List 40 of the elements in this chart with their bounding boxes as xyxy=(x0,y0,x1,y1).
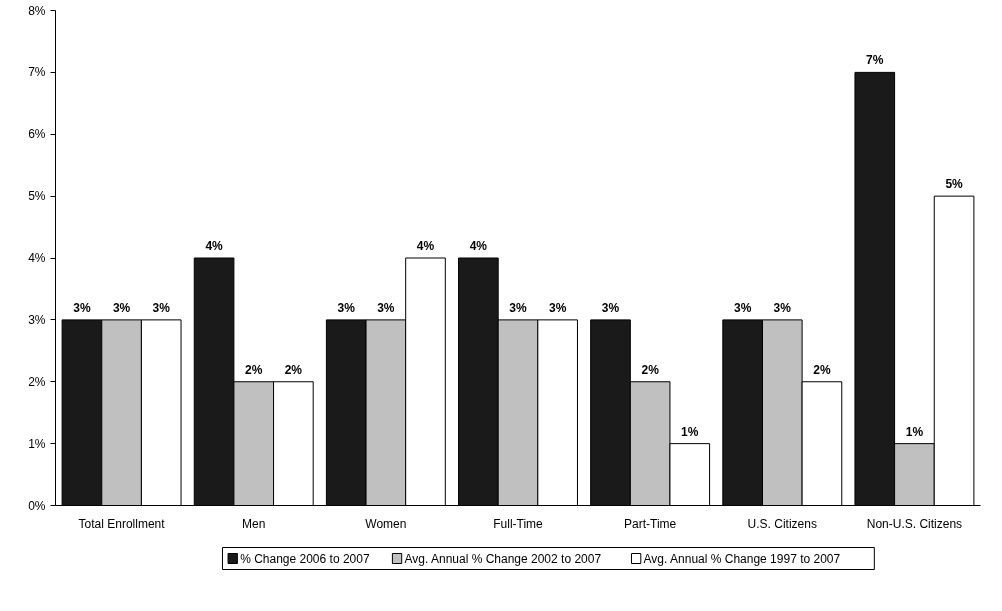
x-tick-label: Women xyxy=(365,516,407,531)
data-label: 1% xyxy=(905,424,924,439)
legend-label: Avg. Annual % Change 1997 to 2007 xyxy=(643,551,841,566)
legend-label: % Change 2006 to 2007 xyxy=(240,551,370,566)
data-label: 3% xyxy=(337,300,356,315)
x-tick-label: Total Enrollment xyxy=(78,516,166,531)
data-label: 3% xyxy=(509,300,527,315)
data-label: 1% xyxy=(681,424,699,439)
data-label: 3% xyxy=(152,300,171,315)
data-label: 3% xyxy=(73,300,91,315)
data-label: 7% xyxy=(866,53,884,68)
data-label: 2% xyxy=(245,362,263,377)
y-tick-label: 2% xyxy=(28,374,46,389)
legend-label: Avg. Annual % Change 2002 to 2007 xyxy=(404,551,602,566)
y-tick-label: 7% xyxy=(28,65,46,80)
data-label: 5% xyxy=(945,177,964,192)
x-tick-label: Full-Time xyxy=(493,516,544,531)
y-tick-label: 3% xyxy=(28,312,46,327)
y-tick-label: 0% xyxy=(28,498,46,513)
data-label: 4% xyxy=(416,239,435,253)
data-label: 3% xyxy=(548,300,567,315)
data-label: 3% xyxy=(773,300,792,315)
y-tick-label: 5% xyxy=(28,189,46,204)
y-tick-label: 8% xyxy=(28,3,46,18)
data-label: 3% xyxy=(733,300,752,315)
data-label: 2% xyxy=(284,362,303,377)
data-label: 3% xyxy=(112,300,131,315)
data-label: 2% xyxy=(813,362,831,377)
data-label: 4% xyxy=(205,239,224,253)
x-tick-label: U.S. Citizens xyxy=(747,516,817,531)
x-tick-label: Men xyxy=(242,516,266,531)
data-label: 3% xyxy=(601,300,620,315)
y-tick-label: 6% xyxy=(28,127,46,142)
data-label: 4% xyxy=(469,239,488,253)
x-tick-label: Non-U.S. Citizens xyxy=(866,516,963,531)
y-tick-label: 4% xyxy=(28,251,46,265)
data-label: 2% xyxy=(641,362,660,377)
y-tick-label: 1% xyxy=(28,436,46,451)
x-tick-label: Part-Time xyxy=(624,516,677,531)
data-label: 3% xyxy=(377,300,395,315)
